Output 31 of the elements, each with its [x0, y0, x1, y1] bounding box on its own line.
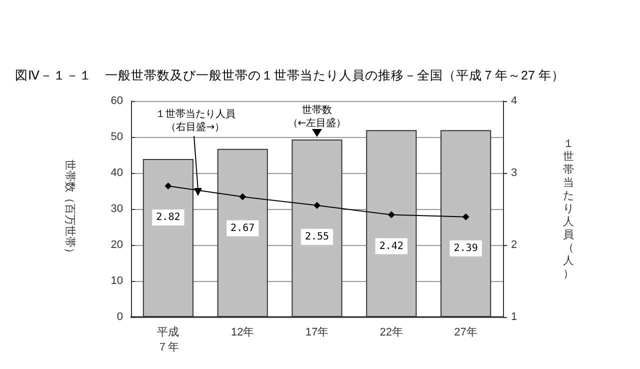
point	[462, 213, 470, 220]
y-axis-title: 世帯数（百万世帯）	[64, 160, 76, 258]
text: １世帯当たり人員（人）	[563, 138, 574, 280]
annotation: 世帯数（←左目盛）	[286, 104, 348, 130]
data-label: 2.82	[156, 212, 180, 223]
y-tick-label: 60	[110, 95, 123, 107]
y-tick-label: 10	[110, 275, 123, 287]
x-tick-label: 12年	[230, 326, 254, 338]
y-tick-label: 40	[110, 167, 123, 179]
y-tick-label: 0	[116, 311, 123, 323]
data-label: 2.55	[304, 231, 330, 242]
point	[314, 202, 320, 209]
point	[239, 193, 246, 200]
y-tick-label: 20	[110, 239, 123, 251]
y2-tick-label: 1	[511, 311, 518, 323]
chart-title: 図Ⅳ－１－１ 一般世帯数及び一般世帯の１世帯当たり人員の推移－全国（平成７年～27 年）	[15, 68, 564, 82]
data-label: 2.67	[230, 222, 255, 234]
y2-tick-label: 4	[511, 95, 518, 107]
annotation: １世帯当たり人員（右目盛→）	[154, 108, 236, 134]
y2-tick-label: 3	[511, 167, 518, 179]
x-tick-label: 17年	[305, 326, 329, 338]
x-tick-label: 27年	[454, 326, 478, 338]
y2-tick-label: 2	[511, 239, 518, 251]
x-tick-label: 平成７年	[157, 326, 180, 354]
y-tick-label: 50	[110, 131, 123, 143]
data-label: 2.39	[454, 242, 478, 254]
point	[164, 182, 172, 190]
data-label: 2.42	[379, 240, 404, 252]
y-tick-label: 30	[110, 203, 123, 215]
x-tick-label: 22年	[380, 326, 404, 338]
point	[388, 211, 395, 218]
